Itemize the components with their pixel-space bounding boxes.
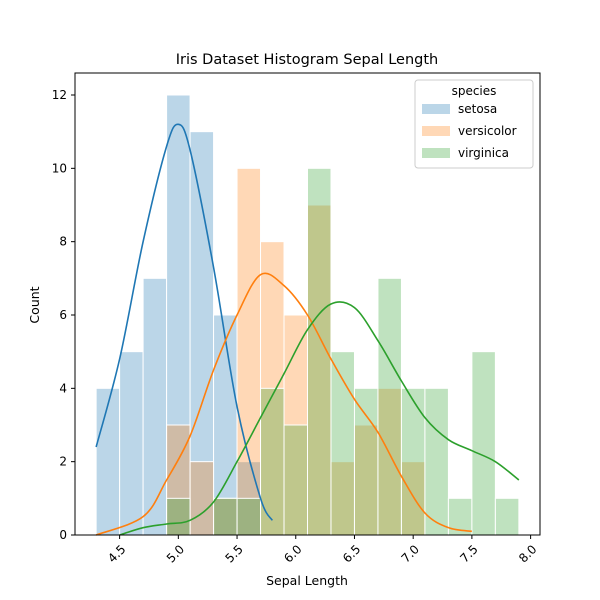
x-tick-label-3: 6.0 xyxy=(281,542,304,565)
bar-versicolor-6 xyxy=(236,167,262,536)
bar-setosa-2 xyxy=(142,277,168,536)
legend-swatch-versicolor xyxy=(422,126,450,136)
bar-versicolor-4 xyxy=(189,461,215,536)
bar-virginica-8 xyxy=(283,424,308,536)
x-tick-label-5: 7.0 xyxy=(399,542,422,565)
plot-frame xyxy=(74,72,541,536)
y-tick-label-4: 8 xyxy=(59,235,67,249)
y-tick-label-3: 6 xyxy=(59,308,67,322)
x-tick-label-6: 7.5 xyxy=(457,542,480,565)
axes-layer xyxy=(74,72,541,536)
bar-virginica-17 xyxy=(494,497,520,536)
bar-setosa-1 xyxy=(119,351,144,536)
kde-line-versicolor xyxy=(95,272,473,536)
legend-box xyxy=(414,79,534,169)
bar-setosa-0 xyxy=(95,387,121,536)
y-tick-label-2: 4 xyxy=(59,381,67,395)
legend-swatch-virginica xyxy=(422,148,450,158)
bar-virginica-12 xyxy=(377,277,402,536)
chart-title: Iris Dataset Histogram Sepal Length xyxy=(176,52,439,68)
legend-label-versicolor: versicolor xyxy=(458,124,517,138)
y-tick-label-0: 0 xyxy=(59,528,67,542)
legend: species setosa versicolor virginica xyxy=(414,79,534,169)
bar-virginica-11 xyxy=(353,387,379,536)
y-axis-label: Count xyxy=(27,286,42,323)
bar-virginica-3 xyxy=(166,497,191,536)
bar-virginica-14 xyxy=(424,387,449,536)
bar-virginica-13 xyxy=(400,387,426,536)
x-tick-label-0: 4.5 xyxy=(105,542,128,565)
y-tick-label-1: 2 xyxy=(59,455,67,469)
y-tick-label-6: 12 xyxy=(52,88,67,102)
x-tick-label-4: 6.5 xyxy=(340,542,363,565)
x-axis-label: Sepal Length xyxy=(266,573,348,588)
bar-virginica-5 xyxy=(213,497,238,536)
bar-virginica-16 xyxy=(471,351,496,536)
bar-virginica-6 xyxy=(236,497,262,536)
x-tick-label-7: 8.0 xyxy=(516,542,539,565)
kde-layer xyxy=(95,123,520,536)
legend-swatch-setosa xyxy=(422,104,450,114)
legend-label-setosa: setosa xyxy=(458,102,497,116)
y-tick-label-5: 10 xyxy=(52,161,67,175)
x-tick-label-2: 5.5 xyxy=(223,542,246,565)
legend-label-virginica: virginica xyxy=(458,146,509,160)
kde-line-virginica xyxy=(119,301,520,536)
legend-title: species xyxy=(452,84,497,98)
kde-line-setosa xyxy=(95,123,273,521)
x-tick-label-1: 5.0 xyxy=(164,542,187,565)
